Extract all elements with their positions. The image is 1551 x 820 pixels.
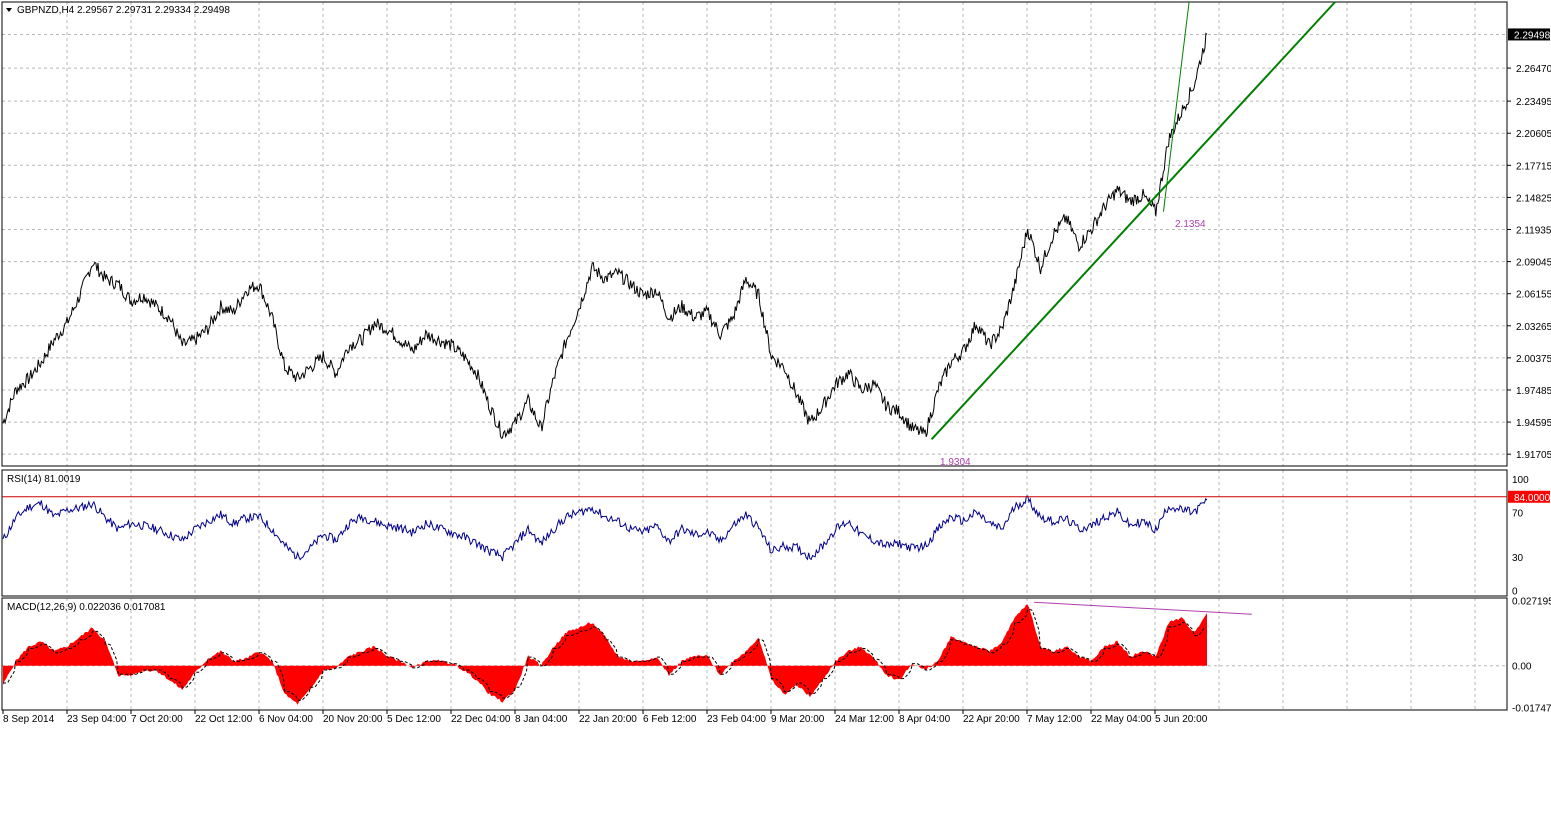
time-tick-label: 9 Mar 20:00	[771, 714, 825, 725]
price-tick-label: 2.06155	[1516, 290, 1551, 301]
time-tick-label: 8 Apr 04:00	[899, 714, 951, 725]
macd-signal-line	[3, 609, 1206, 701]
price-series-line	[2, 32, 1208, 439]
time-tick-label: 23 Feb 04:00	[707, 714, 766, 725]
time-tick-label: 8 Jan 04:00	[515, 714, 568, 725]
macd-title: MACD(12,26,9) 0.022036 0.017081	[7, 602, 166, 613]
rsi-level-box	[1508, 490, 1550, 503]
rsi-title: RSI(14) 81.0019	[7, 474, 81, 485]
ohlc-values: 2.29567 2.29731 2.29334 2.29498	[77, 5, 230, 16]
price-tick-label: 2.14825	[1516, 193, 1551, 204]
trendline-steep[interactable]	[1162, 1, 1190, 212]
rsi-level-label: 84.0000	[1514, 493, 1551, 504]
time-tick-label: 22 Apr 20:00	[963, 714, 1020, 725]
price-tick-label: 2.09045	[1516, 258, 1551, 269]
collapse-triangle-icon[interactable]	[6, 8, 12, 12]
rsi-series-line	[2, 495, 1208, 562]
symbol-name: GBPNZD,H4	[17, 5, 75, 16]
current-price-label: 2.29498	[1514, 30, 1551, 41]
price-tick-label: 2.00375	[1516, 354, 1551, 365]
price-tick-label: 1.91705	[1516, 450, 1551, 461]
time-tick-label: 22 Jan 20:00	[579, 714, 637, 725]
symbol-header: GBPNZD,H4 2.29567 2.29731 2.29334 2.2949…	[6, 5, 230, 16]
price-tick-label: 2.20605	[1516, 129, 1551, 140]
time-tick-label: 8 Sep 2014	[3, 714, 55, 725]
macd-tick-label: -0.017479	[1512, 704, 1551, 715]
time-tick-label: 23 Sep 04:00	[67, 714, 127, 725]
rsi-tick-label: 30	[1512, 553, 1524, 564]
pivot-annotation: 2.1354	[1175, 219, 1206, 230]
time-tick-label: 24 Mar 12:00	[835, 714, 894, 725]
time-tick-label: 6 Feb 12:00	[643, 714, 697, 725]
macd-pane[interactable]	[1, 597, 1508, 711]
price-tick-label: 2.11935	[1516, 226, 1551, 237]
time-tick-label: 20 Nov 20:00	[323, 714, 383, 725]
price-pane[interactable]	[1, 1, 1508, 467]
macd-histogram	[3, 604, 1207, 705]
price-tick-label: 1.97485	[1516, 386, 1551, 397]
time-tick-label: 22 Dec 04:00	[451, 714, 511, 725]
price-tick-label: 2.23495	[1516, 97, 1551, 108]
low-annotation: 1.9304	[940, 457, 971, 468]
current-price-box	[1508, 28, 1550, 41]
rsi-tick-label: 0	[1512, 586, 1518, 597]
time-tick-label: 6 Nov 04:00	[259, 714, 313, 725]
trendline-support[interactable]	[930, 1, 1336, 441]
price-tick-label: 2.26470	[1516, 64, 1551, 75]
time-tick-label: 7 May 12:00	[1027, 714, 1082, 725]
rsi-tick-label: 70	[1512, 508, 1524, 519]
price-tick-label: 1.94595	[1516, 418, 1551, 429]
time-tick-label: 5 Dec 12:00	[387, 714, 441, 725]
price-tick-label: 2.03265	[1516, 322, 1551, 333]
time-tick-label: 22 Oct 12:00	[195, 714, 253, 725]
time-tick-label: 7 Oct 20:00	[131, 714, 183, 725]
price-tick-label: 2.17715	[1516, 161, 1551, 172]
rsi-pane[interactable]	[1, 469, 1508, 597]
macd-tick-label: 0.00	[1512, 662, 1532, 673]
macd-divergence-line[interactable]	[1034, 601, 1252, 615]
grid	[2, 2, 1507, 710]
time-tick-label: 22 May 04:00	[1091, 714, 1152, 725]
macd-tick-label: 0.027195	[1512, 597, 1551, 608]
rsi-tick-label: 100	[1512, 475, 1529, 486]
time-tick-label: 5 Jun 20:00	[1155, 714, 1208, 725]
